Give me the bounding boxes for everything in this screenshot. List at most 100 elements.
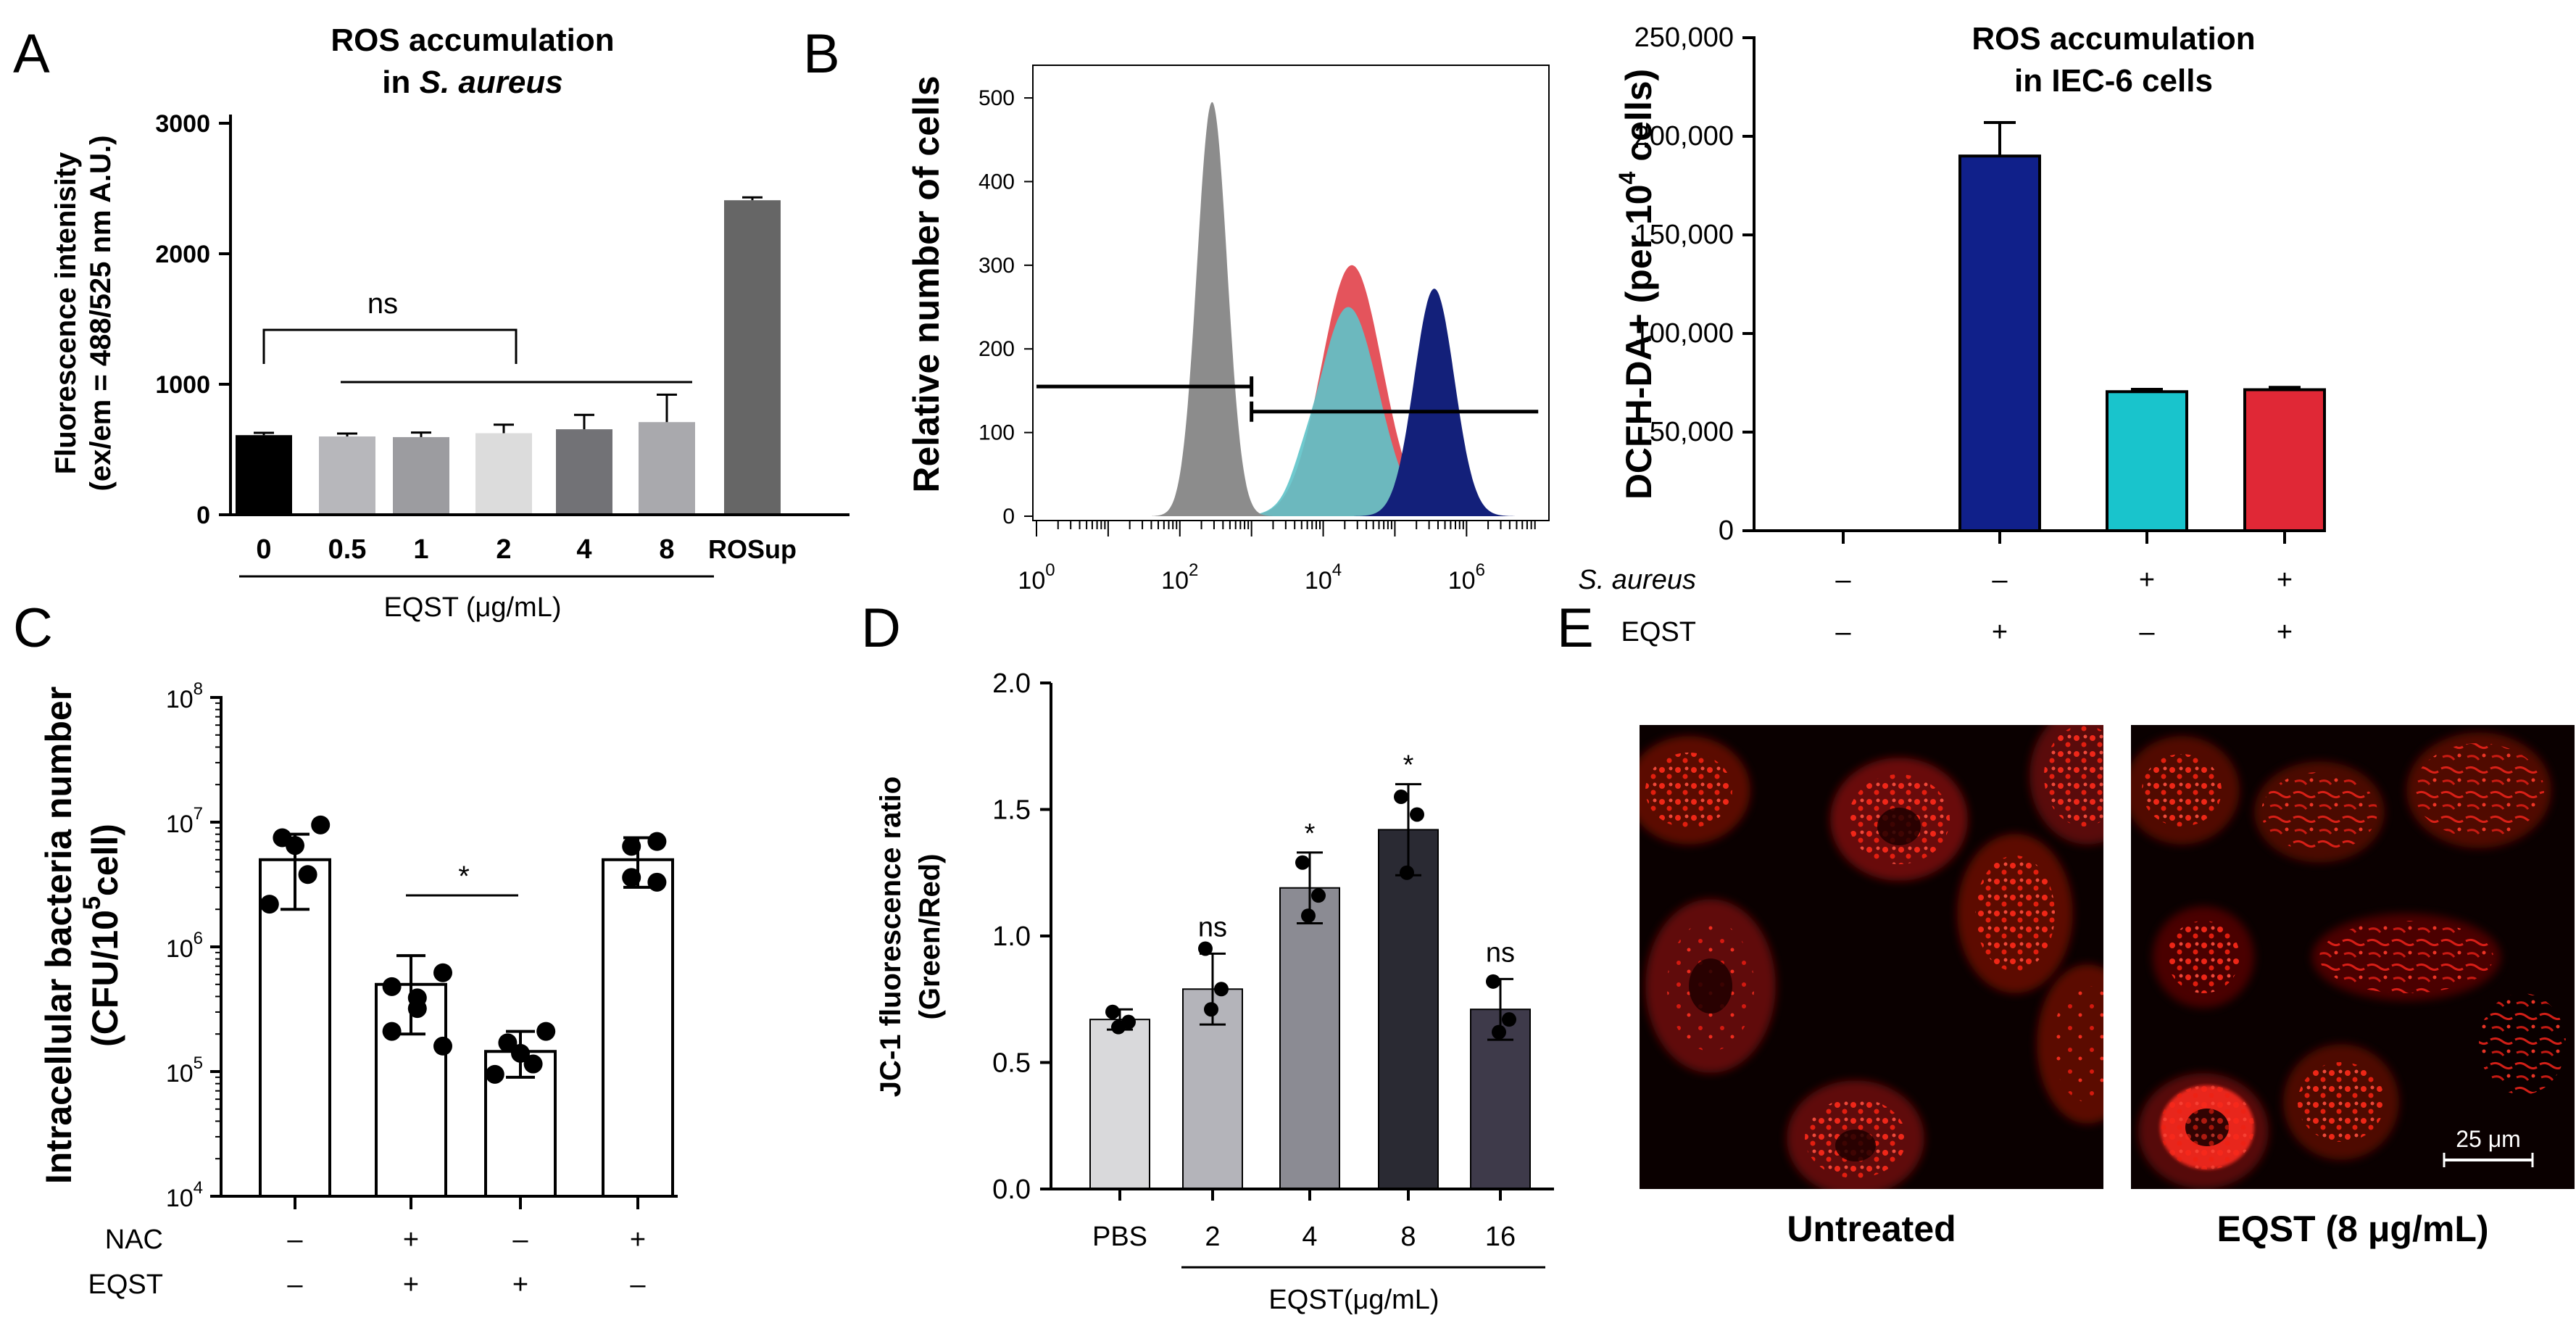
panel-c-row-sign: – [287, 1225, 303, 1255]
micrograph-untreated [1640, 725, 2103, 1189]
panel-a-xlabel: EQST (μg/mL) [383, 592, 561, 623]
panel-b-hist-ytick-label: 500 [979, 86, 1015, 110]
panel-d-point [1410, 807, 1424, 822]
panel-c-ytick-label: 104 [166, 1178, 203, 1212]
panel-a-category-label: 0.5 [328, 534, 367, 565]
panel-c-row-label: NAC [105, 1225, 163, 1255]
panel-b-hist-xtick-label: 102 [1161, 560, 1198, 594]
panel-a-category-label: 0 [256, 534, 271, 565]
panel-b-hist-ytick-label: 200 [979, 337, 1015, 361]
panel-c-bar [602, 858, 674, 1198]
panel-a-bar [724, 200, 781, 515]
panel-a-bar [475, 433, 532, 515]
panel-c-scatter-bar: 104 105 106 107 108 Intracellular bacteria n… [38, 679, 678, 1300]
panel-b-hist-frame [1032, 65, 1550, 521]
panel-a-ns-bracket [262, 328, 518, 364]
panel-c-point [622, 868, 641, 887]
panel-b-row-label: EQST [1621, 617, 1696, 647]
panel-c-point [647, 832, 667, 851]
panel-d-point [1502, 1012, 1516, 1027]
panel-d-category-label: 16 [1485, 1222, 1516, 1252]
panel-d-annotation: * [1305, 819, 1316, 849]
panel-b-hist-grey-peak [1152, 102, 1273, 517]
panel-a-bar [556, 429, 612, 515]
panel-d-point [1492, 1024, 1506, 1040]
panel-d-category-label: PBS [1092, 1222, 1147, 1252]
panel-a-ytick-label: 2000 [155, 241, 210, 268]
panel-c-bar [259, 858, 331, 1198]
panel-b-bar-chart: ROS accumulation in IEC-6 cells 0 50,000 1… [1578, 21, 2326, 647]
panel-a-ns-label: ns [367, 288, 398, 320]
panel-a-title-line2: in S. aureus [382, 65, 562, 100]
panel-d-ytick-label: 0.5 [992, 1048, 1031, 1079]
panel-e-microscopy: 25 μm Untreated EQST (8 μg/mL) [1640, 725, 2575, 1249]
panel-b-hist-xtick-label: 106 [1448, 560, 1485, 594]
caption-untreated: Untreated [1787, 1209, 1956, 1249]
panel-b-bar [1958, 154, 2041, 532]
panel-c-point [433, 1036, 452, 1056]
panel-b-bar-title-line1: ROS accumulation [1972, 21, 2255, 57]
panel-a-title-line1: ROS accumulation [331, 22, 614, 58]
panel-c-point [298, 865, 317, 884]
panel-c-ytick-label: 106 [166, 929, 203, 963]
panel-a-ytick-label: 0 [196, 502, 210, 529]
panel-d-category-label: 4 [1302, 1222, 1317, 1252]
panel-d-point [1295, 855, 1310, 870]
panel-a-category-label: 1 [413, 534, 428, 565]
panel-label-c: C [13, 597, 53, 659]
caption-eqst: EQST (8 μg/mL) [2216, 1209, 2488, 1249]
panel-b-row-sign: – [1835, 617, 1851, 647]
panel-c-point [311, 815, 331, 834]
panel-d-ytick-label: 0.0 [992, 1174, 1031, 1205]
panel-b-bar-ytick-label: 150,000 [1634, 220, 1734, 250]
panel-a-ytick-label: 1000 [155, 371, 210, 399]
panel-c-point [382, 977, 402, 996]
panel-b-bar [2106, 390, 2188, 532]
panel-b-row-sign: – [1992, 565, 2008, 595]
panel-d-point [1198, 941, 1213, 956]
panel-d-point [1486, 974, 1500, 989]
panel-d-category-label: 8 [1400, 1222, 1416, 1252]
panel-c-point [647, 872, 667, 892]
panel-d-ylabel-line2: (Green/Red) [914, 854, 946, 1020]
panel-b-row-sign: + [2277, 565, 2293, 595]
panel-d-point [1204, 1002, 1218, 1017]
panel-b-row-sign: + [2277, 617, 2293, 647]
panel-c-sig-label: * [458, 861, 470, 892]
panel-b-row-sign: + [2139, 565, 2155, 595]
panel-b-bar-ytick-label: 200,000 [1634, 121, 1734, 152]
panel-a-bar-chart: ROS accumulation in S. aureus 0 0.5 1 2 4 8 RO… [50, 22, 849, 623]
panel-label-d: D [861, 597, 901, 659]
micrograph-eqst [2131, 725, 2575, 1189]
panel-d-ytick-label: 2.0 [992, 668, 1031, 699]
panel-c-ylabel-line2: (CFU/105cell) [78, 824, 125, 1047]
panel-d-bar [1279, 887, 1340, 1190]
panel-b-bar-title-line2: in IEC-6 cells [2014, 63, 2213, 99]
panel-d-point [1311, 888, 1326, 903]
panel-a-ytick-label: 3000 [155, 110, 210, 138]
panel-c-row-label: EQST [88, 1269, 163, 1300]
panel-d-point [1214, 982, 1229, 997]
panel-d-point [1105, 1004, 1120, 1019]
panel-b-hist-xtick-label: 104 [1305, 560, 1342, 594]
panel-c-row-sign: + [403, 1225, 419, 1255]
panel-a-bar [236, 435, 292, 515]
panel-d-annotation: ns [1486, 937, 1515, 968]
panel-b-hist-ytick-label: 100 [979, 421, 1015, 445]
panel-c-point [485, 1064, 504, 1084]
panel-d-ylabel-line1: JC-1 fluorescence ratio [875, 776, 907, 1097]
panel-c-row-sign: – [512, 1225, 528, 1255]
panel-b-row-label: S. aureus [1578, 565, 1696, 595]
panel-d-annotation: ns [1198, 912, 1227, 942]
panel-c-ylabel-line1: Intracellular bacteria number [38, 687, 79, 1184]
panel-label-e: E [1557, 597, 1594, 659]
panel-a-category-label: ROSup [708, 534, 797, 564]
panel-b-bar-ytick-label: 50,000 [1650, 417, 1734, 447]
panel-b-bar-ylabel: DCFH-DA+ (per 104 cells) [1614, 69, 1659, 500]
panel-b-row-sign: – [1835, 565, 1851, 595]
panel-c-row-sign: + [512, 1269, 528, 1300]
panel-d-point [1394, 790, 1408, 805]
panel-c-point [382, 1022, 402, 1041]
panel-a-category-label: 2 [496, 534, 511, 565]
